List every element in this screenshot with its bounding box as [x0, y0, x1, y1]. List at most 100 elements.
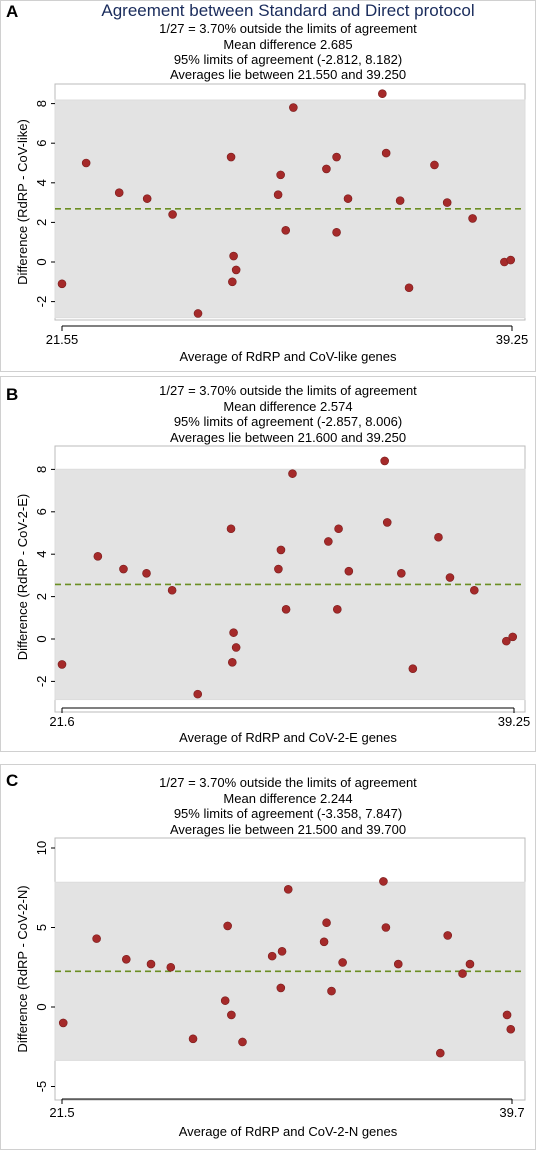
subtitle-line-2: Mean difference 2.574	[223, 399, 352, 414]
data-point-12	[281, 226, 291, 235]
data-point-6	[226, 152, 236, 162]
data-point-1	[92, 934, 101, 943]
y-axis-label: Difference (RdRP - CoV-2-E)	[15, 494, 30, 660]
y-tick-label-3: 4	[34, 551, 49, 558]
data-point-0	[58, 1018, 68, 1028]
data-point-2	[119, 564, 128, 574]
data-point-12	[281, 605, 291, 614]
subtitle-line-1: 1/27 = 3.70% outside the limits of agree…	[159, 383, 417, 398]
y-axis-ticks: -5 0 5 10	[34, 841, 55, 1093]
x-tick-label-min: 21.55	[46, 332, 79, 347]
x-axis-label: Average of RdRP and CoV-like genes	[179, 349, 397, 364]
data-points	[58, 877, 516, 1058]
data-point-24	[468, 214, 477, 223]
data-point-11	[276, 545, 286, 555]
data-point-23	[442, 198, 452, 207]
data-point-22	[430, 160, 439, 170]
subtitle-line-3: 95% limits of agreement (-2.857, 8.006)	[174, 414, 402, 429]
data-point-14	[319, 937, 329, 947]
data-point-15	[322, 918, 331, 928]
panel-letter: A	[6, 2, 18, 21]
data-point-12	[276, 983, 286, 993]
data-point-16	[327, 986, 336, 996]
x-tick-label-min: 21.6	[49, 714, 74, 729]
data-point-3	[142, 194, 152, 203]
y-axis-label: Difference (RdRP - CoV-like)	[15, 119, 30, 285]
data-point-18	[380, 456, 389, 466]
x-axis-label: Average of RdRP and CoV-2-N genes	[179, 1124, 398, 1139]
data-point-15	[332, 152, 341, 162]
y-axis-ticks: -2 0 2 4 6 8	[34, 100, 55, 307]
data-point-13	[288, 469, 297, 478]
data-point-13	[283, 885, 293, 894]
bland-altman-plot-a: A Agreement between Standard and Direct …	[0, 0, 536, 372]
subtitle-line-3: 95% limits of agreement (-3.358, 7.847)	[174, 806, 402, 821]
x-tick-label-max: 39.25	[498, 714, 531, 729]
data-point-4	[168, 210, 177, 219]
data-point-6	[223, 921, 232, 931]
data-point-19	[382, 518, 392, 527]
data-point-5	[193, 309, 203, 318]
data-point-17	[338, 958, 347, 967]
panel-letter: C	[6, 771, 18, 790]
data-point-0	[57, 279, 67, 289]
data-point-15	[334, 524, 343, 534]
data-point-8	[227, 1010, 236, 1020]
y-tick-label-0: -5	[34, 1081, 49, 1093]
data-point-9	[238, 1037, 247, 1047]
data-point-17	[344, 566, 354, 576]
data-point-22	[443, 931, 453, 940]
data-point-24	[465, 959, 475, 969]
data-point-11	[277, 947, 287, 956]
data-point-26	[506, 255, 516, 265]
data-point-5	[188, 1034, 198, 1044]
data-point-21	[404, 283, 414, 293]
data-point-20	[393, 959, 403, 969]
subtitle-line-1: 1/27 = 3.70% outside the limits of agree…	[159, 775, 417, 790]
y-tick-label-4: 6	[34, 508, 49, 515]
data-point-21	[435, 1048, 445, 1058]
data-point-13	[289, 103, 298, 112]
x-tick-label-max: 39.25	[496, 332, 529, 347]
data-point-5	[193, 689, 203, 699]
data-point-1	[93, 552, 103, 561]
data-point-19	[381, 923, 391, 932]
subtitle-line-1: 1/27 = 3.70% outside the limits of agree…	[159, 21, 417, 36]
data-point-25	[502, 1010, 512, 1020]
panel-letter: B	[6, 385, 18, 404]
y-axis-label: Difference (RdRP - CoV-2-N)	[15, 885, 30, 1052]
data-point-7	[229, 628, 238, 637]
data-point-6	[226, 524, 236, 534]
data-point-7	[229, 251, 238, 261]
y-tick-label-0: -2	[34, 296, 49, 308]
data-points	[57, 456, 518, 699]
data-point-2	[121, 955, 131, 964]
data-point-20	[395, 196, 405, 205]
data-point-16	[332, 605, 342, 614]
subtitle-line-4: Averages lie between 21.600 and 39.250	[170, 430, 406, 445]
subtitle-line-3: 95% limits of agreement (-2.812, 8.182)	[174, 52, 402, 67]
data-point-3	[146, 959, 156, 969]
data-points	[57, 89, 516, 318]
y-tick-label-1: 0	[34, 635, 49, 642]
data-point-2	[114, 188, 124, 197]
panel-c: C 1/27 = 3.70% outside the limits of agr…	[0, 764, 536, 1150]
data-point-21	[408, 664, 418, 673]
data-point-4	[166, 962, 176, 972]
panel-a: A Agreement between Standard and Direct …	[0, 0, 536, 372]
data-point-17	[343, 194, 353, 203]
subtitle-line-2: Mean difference 2.244	[223, 791, 352, 806]
data-point-26	[506, 1024, 516, 1034]
y-tick-label-1: 0	[34, 1003, 49, 1010]
data-point-16	[332, 228, 341, 237]
data-point-10	[267, 951, 277, 961]
data-point-23	[445, 573, 455, 582]
data-point-10	[274, 564, 283, 574]
y-tick-label-5: 8	[34, 466, 49, 473]
data-point-18	[378, 89, 387, 98]
data-point-24	[470, 585, 479, 595]
data-point-11	[276, 170, 285, 180]
y-tick-label-3: 4	[34, 179, 49, 186]
data-point-0	[57, 660, 67, 669]
x-tick-label-max: 39.7	[499, 1105, 524, 1120]
